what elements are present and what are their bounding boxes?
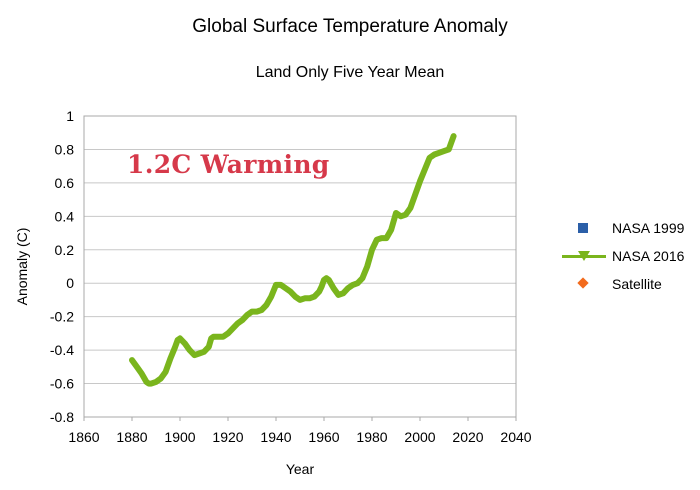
warming-annotation: 1.2C Warming	[127, 150, 330, 179]
y-tick-label: -0.4	[50, 342, 74, 358]
legend-label: NASA 1999	[612, 220, 685, 236]
chart-title: Global Surface Temperature Anomaly	[192, 16, 508, 37]
x-tick-label: 1880	[116, 429, 147, 445]
legend-label: NASA 2016	[612, 248, 685, 264]
x-tick-label: 2020	[452, 429, 483, 445]
diamond-marker-icon	[577, 274, 614, 294]
y-tick-label: -0.8	[50, 409, 74, 425]
x-tick-label: 1940	[260, 429, 291, 445]
y-tick-label: -0.2	[50, 309, 74, 325]
series-line-nasa-2016	[129, 133, 457, 387]
square-marker-icon	[578, 218, 614, 238]
x-tick-label: 2000	[404, 429, 435, 445]
x-tick-label: 1900	[164, 429, 195, 445]
x-axis-title: Year	[286, 461, 315, 477]
x-tick-label: 2040	[500, 429, 531, 445]
y-tick-label: 0.8	[55, 141, 75, 157]
line-triangle-marker-icon	[562, 246, 614, 266]
y-tick-label: 0.6	[55, 175, 75, 191]
legend-item-nasa-1999: NASA 1999	[578, 214, 684, 242]
y-tick-label: 1	[66, 108, 74, 124]
x-tick-label: 1860	[68, 429, 99, 445]
legend-item-nasa-2016: NASA 2016	[562, 242, 685, 270]
chart-legend: NASA 1999 NASA 2016 Satellite	[562, 214, 685, 298]
legend-label: Satellite	[612, 276, 662, 292]
legend-item-satellite: Satellite	[577, 270, 684, 298]
x-tick-label: 1920	[212, 429, 243, 445]
x-tick-label: 1980	[356, 429, 387, 445]
x-tick-label: 1960	[308, 429, 339, 445]
y-tick-label: 0.4	[55, 208, 75, 224]
y-axis-title: Anomaly (C)	[14, 228, 30, 306]
y-tick-label: -0.6	[50, 376, 74, 392]
plot-frame	[83, 115, 517, 418]
y-tick-label: 0.2	[55, 242, 75, 258]
y-tick-label: 0	[66, 275, 74, 291]
chart-subtitle: Land Only Five Year Mean	[255, 64, 445, 81]
